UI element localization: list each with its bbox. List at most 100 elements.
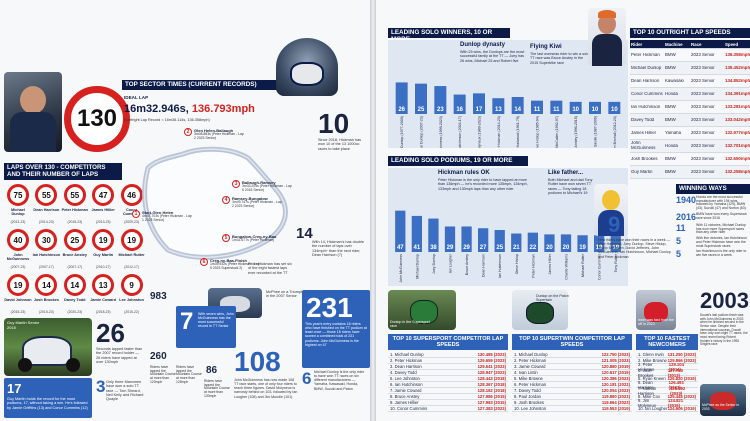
caption-dunlop-supersport: Dunlop in the Supersport race — [390, 320, 430, 329]
list-item-speed: 124.821 (2015) — [667, 397, 684, 408]
sector-number-badge: 4 — [222, 196, 230, 204]
rider-name: James Hillier — [91, 208, 115, 212]
supersport-header: TOP 10 SUPERSPORT COMPETITOR LAP SPEEDS — [388, 334, 508, 350]
list-item: 2. Mike Browne 129.866 (2023) — [636, 358, 698, 364]
list-item: 7. Nathan Harrison 125.892 (2023) — [636, 386, 698, 396]
winning-item: 1940 Honda are the most successful manufa… — [676, 195, 750, 211]
list-item-rider: 4. Ivan Lintin — [514, 370, 538, 375]
chart-bar — [415, 83, 427, 114]
supersport-photo — [388, 290, 456, 330]
bar-category-label: Mike Hailwood (1961-79) — [516, 116, 520, 148]
stat-17-box — [4, 378, 92, 418]
sector-number: 5 — [224, 235, 228, 241]
stat-7-text: With seven wins, John McGuinness has the… — [198, 312, 234, 329]
table-header-cell: Rider — [631, 41, 643, 47]
bar-value-label: 10 — [592, 107, 599, 113]
rider-name: Davey Todd — [64, 298, 86, 302]
stat-6-number: 6 — [302, 369, 312, 388]
bar-value-label: 19 — [612, 245, 619, 251]
bar-value-label: 22 — [530, 245, 537, 251]
list-item-rider: 8. Mike Cox — [638, 394, 661, 399]
bar-value-label: 19 — [596, 245, 603, 251]
rider-laps-cell: 19 Guy Martin (2010-17) — [89, 229, 117, 273]
stat-9-text: New riders have won their races in a wee… — [598, 238, 671, 259]
list-item-rider: 9. Jim Molyneux — [638, 397, 656, 408]
list-item: 3. Dean Harrison 129.541 (2023) — [388, 364, 508, 370]
list-item-speed: 120.181 (2022) — [601, 382, 630, 387]
bar-value-label: 10 — [611, 107, 618, 113]
lap-count: 9 — [129, 280, 134, 290]
winning-text: With five victories, Ian Hutchinson and … — [696, 236, 747, 248]
list-item-speed: 124.606 (2019) — [667, 406, 696, 411]
chart-bar — [428, 218, 439, 252]
table-row: Michael Dunlop BMW 2023 Senior 135.452mph — [630, 62, 750, 75]
list-item: 3. Jamie Coward 120.880 (2019) — [512, 364, 632, 370]
bar-category-label: Ben Birchall (2012-23) — [613, 116, 617, 148]
lap-count-sign: 75 — [7, 184, 29, 206]
list-item-rider: 6. Dean Harrison — [638, 379, 654, 390]
bar-value-label: 29 — [447, 245, 454, 251]
table-cell: 132.701mph — [725, 143, 750, 148]
winning-text: Honda are the most successful manufactur… — [696, 195, 746, 211]
stat-6-text: Michael Dunlop is the only rider to have… — [314, 370, 365, 391]
stat-26-number: 26 — [96, 318, 125, 348]
rider-laps-cell: 47 James Hillier (2013-23) — [89, 184, 117, 228]
sector-detail: 3m33.205s (Peter Hickman - Lap 6 2018 Se… — [242, 184, 292, 192]
table-header-cell: Speed — [725, 41, 739, 47]
table-row: Josh Brookes BMW 2023 Senior 132.650mph — [630, 153, 750, 166]
chart-bar — [478, 228, 489, 252]
list-item-rider: 2. Peter Hickman — [390, 358, 423, 363]
list-item: 2. Peter Hickman 129.659 (2023) — [388, 358, 508, 364]
bar-value-label: 19 — [579, 245, 586, 251]
bar-category-label: Michael Dunlop — [415, 254, 419, 279]
stat-9-number: 9 — [608, 212, 621, 237]
bar-value-label: 38 — [430, 245, 437, 251]
chart-bar — [492, 98, 505, 114]
hickman-rules-text: Peter Hickman is the only rider to have … — [438, 178, 528, 191]
table-cell: Guy Martin — [631, 169, 653, 174]
bar-category-label: Steve Hislop (1985-94) — [536, 116, 540, 148]
stat-26-text: Seconds lapped faster than the 2007 reco… — [96, 347, 143, 365]
table-cell: 132.258mph — [725, 169, 750, 174]
list-item-speed: 128.367 (2018) — [477, 382, 506, 387]
laps-header: LAPS OVER 130 - COMPETITORS AND THEIR NU… — [4, 163, 122, 180]
list-item-speed: 120.617 (2019) — [601, 370, 630, 375]
list-item-rider: 10. Conor Cummins — [390, 406, 428, 411]
lap-count: 55 — [70, 190, 80, 200]
stat-7-box — [176, 306, 236, 348]
list-item: 7. Davey Todd 120.054 (2023) — [512, 388, 632, 394]
bar-category-label: Michael Dunlop (2007-23) — [420, 116, 424, 148]
chart-bar — [444, 226, 456, 252]
winning-ways-header: WINNING WAYS — [676, 184, 750, 194]
winning-text: Ian Hutchinson is the only rider to win … — [696, 249, 747, 258]
stat-260-number: 260 — [150, 351, 167, 362]
bar-category-label: Dave Molyneux (1989-2023) — [478, 116, 482, 148]
guy-martin-caption: Guy Martin Senior 2015 — [7, 320, 40, 330]
solo-podiums-chart-area — [388, 168, 628, 286]
solo-winners-header: LEADING SOLO WINNERS, 10 OR MORE — [388, 28, 510, 43]
bar-value-label: 47 — [397, 245, 404, 251]
rider-laps-cell: 25 Bruce Anstey (2007-17) — [61, 229, 89, 273]
sector-number: 2 — [186, 129, 190, 135]
list-item-rider: 4. Davey Todd — [390, 370, 417, 375]
table-cell: BMW — [665, 52, 676, 57]
fastest-newcomers-header: TOP 10 FASTEST NEWCOMERS — [636, 334, 698, 350]
table-header-row: Rider Machine Race Speed — [630, 40, 750, 49]
list-item-speed: 129.866 (2023) — [667, 358, 696, 363]
list-item-rider: 6. Ian Hutchinson — [390, 382, 423, 387]
list-item: 1. Michael Dunlop 122.750 (2023) — [512, 352, 632, 358]
list-item-rider: 9. Josh Brookes — [514, 400, 545, 405]
table-cell: 133.281mph — [725, 104, 750, 109]
rider-9-portrait — [594, 184, 628, 236]
supertwin-photo — [512, 290, 568, 330]
lap-count-sign: 47 — [92, 184, 115, 206]
bar-category-label: Joey Dunlop — [432, 254, 436, 274]
rider-name: Guy Martin — [93, 253, 114, 257]
rider-portrait-photo — [4, 72, 62, 152]
sector-number-badge: 2 — [184, 128, 192, 136]
list-item-speed: 129.541 (2023) — [477, 364, 506, 369]
list-item-rider: 10. Lee Johnston — [514, 406, 547, 411]
supertwin-header: TOP 10 SUPERTWIN COMPETITOR LAP SPEEDS — [512, 334, 632, 350]
table-cell: 132.977mph — [725, 130, 750, 135]
bar-category-label: Bruce Anstey (1996-2015) — [574, 116, 578, 148]
